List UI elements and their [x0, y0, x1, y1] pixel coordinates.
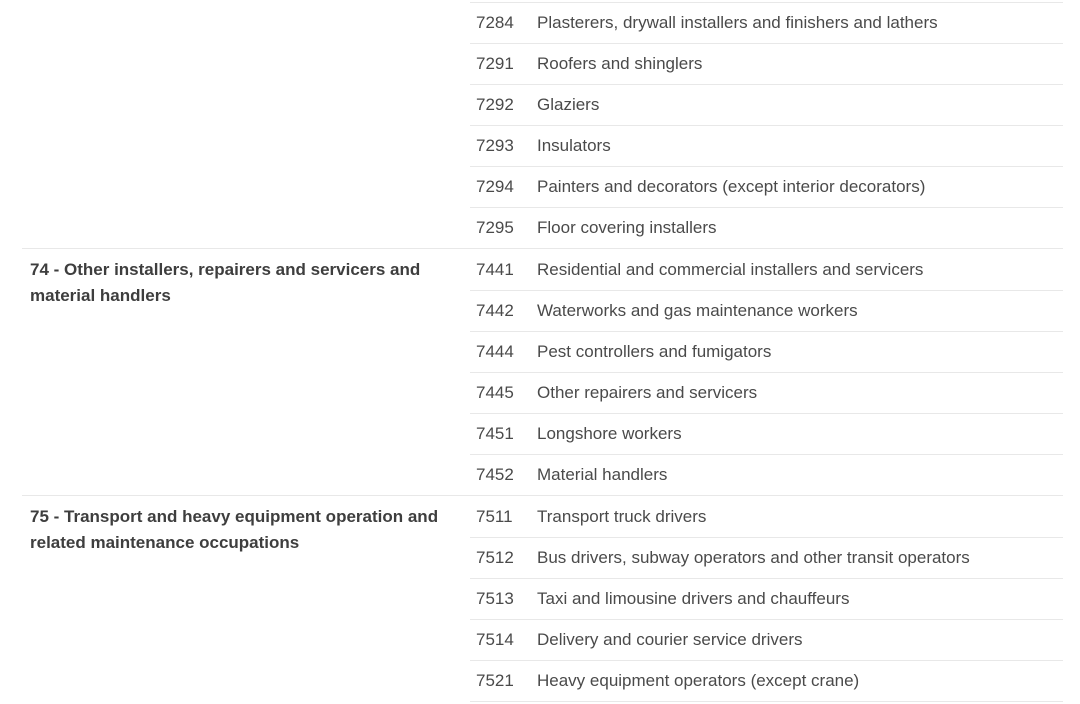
occupation-title: Taxi and limousine drivers and chauffeur…: [537, 589, 850, 608]
occupation-title: Delivery and courier service drivers: [537, 630, 803, 649]
table-row: 7295 Floor covering installers: [470, 207, 1063, 248]
occupation-code: 7514: [476, 630, 514, 649]
occupation-code: 7294: [476, 177, 514, 196]
occupation-code: 7452: [476, 465, 514, 484]
occupation-section: 74 - Other installers, repairers and ser…: [22, 248, 1063, 495]
table-row: 7444 Pest controllers and fumigators: [470, 331, 1063, 372]
occupation-code: 7521: [476, 671, 514, 690]
occupation-code: 7445: [476, 383, 514, 402]
occupation-title: Heavy equipment operators (except crane): [537, 671, 860, 690]
table-row: 7441 Residential and commercial installer…: [470, 249, 1063, 290]
occupation-title: Waterworks and gas maintenance workers: [537, 301, 858, 320]
occupation-code: 7442: [476, 301, 514, 320]
occupation-title: Material handlers: [537, 465, 668, 484]
occupation-title: Other repairers and servicers: [537, 383, 758, 402]
occupation-title: Bus drivers, subway operators and other …: [537, 548, 970, 567]
occupation-title: Roofers and shinglers: [537, 54, 703, 73]
table-row: 7294 Painters and decorators (except inte…: [470, 166, 1063, 207]
table-row: 7442 Waterworks and gas maintenance worke…: [470, 290, 1063, 331]
occupation-title: Transport truck drivers: [537, 506, 707, 526]
occupation-code: 7451: [476, 424, 514, 443]
occupation-code: 7444: [476, 342, 514, 361]
occupation-table: 7284 Plasterers, drywall installers and f…: [22, 2, 1063, 702]
occupation-code: 7512: [476, 548, 514, 567]
section-rows: 7511 Transport truck drivers 7512 Bus drive…: [470, 496, 1063, 702]
group-header: 74 - Other installers, repairers and ser…: [30, 260, 421, 305]
table-row: 7512 Bus drivers, subway operators and ot…: [470, 537, 1063, 578]
occupation-code: 7284: [476, 13, 514, 32]
table-row: 7284 Plasterers, drywall installers and f…: [470, 2, 1063, 43]
occupation-title: Floor covering installers: [537, 218, 717, 237]
occupation-code: 7293: [476, 136, 514, 155]
occupation-title: Glaziers: [537, 95, 600, 114]
table-row: 7445 Other repairers and servicers: [470, 372, 1063, 413]
occupation-title: Insulators: [537, 136, 611, 155]
table-row: 7514 Delivery and courier service drivers: [470, 619, 1063, 660]
occupation-code: 7291: [476, 54, 514, 73]
group-header: [22, 2, 470, 248]
occupation-section: 7284 Plasterers, drywall installers and f…: [22, 2, 1063, 248]
table-row: 7452 Material handlers: [470, 454, 1063, 495]
occupation-title: Painters and decorators (except interior…: [537, 177, 926, 196]
occupation-code: 7295: [476, 218, 514, 237]
occupation-code: 7511: [476, 506, 513, 526]
table-row: 7291 Roofers and shinglers: [470, 43, 1063, 84]
table-row: 7451 Longshore workers: [470, 413, 1063, 454]
occupation-code: 7513: [476, 589, 514, 608]
section-rows: 7441 Residential and commercial installer…: [470, 249, 1063, 495]
section-rows: 7284 Plasterers, drywall installers and f…: [470, 2, 1063, 248]
table-row: 7513 Taxi and limousine drivers and chauf…: [470, 578, 1063, 619]
table-row: 7292 Glaziers: [470, 84, 1063, 125]
table-row: 7521 Heavy equipment operators (except cr…: [470, 660, 1063, 701]
occupation-title: Longshore workers: [537, 424, 682, 443]
table-row: 7511 Transport truck drivers: [470, 496, 1063, 537]
occupation-title: Plasterers, drywall installers and finis…: [537, 13, 938, 32]
table-row: 7293 Insulators: [470, 125, 1063, 166]
occupation-title: Pest controllers and fumigators: [537, 342, 772, 361]
occupation-title: Residential and commercial installers an…: [537, 259, 924, 279]
occupation-code: 7292: [476, 95, 514, 114]
occupation-section: 75 - Transport and heavy equipment opera…: [22, 495, 1063, 702]
occupation-code: 7441: [476, 259, 514, 279]
group-header: 75 - Transport and heavy equipment opera…: [30, 507, 439, 552]
